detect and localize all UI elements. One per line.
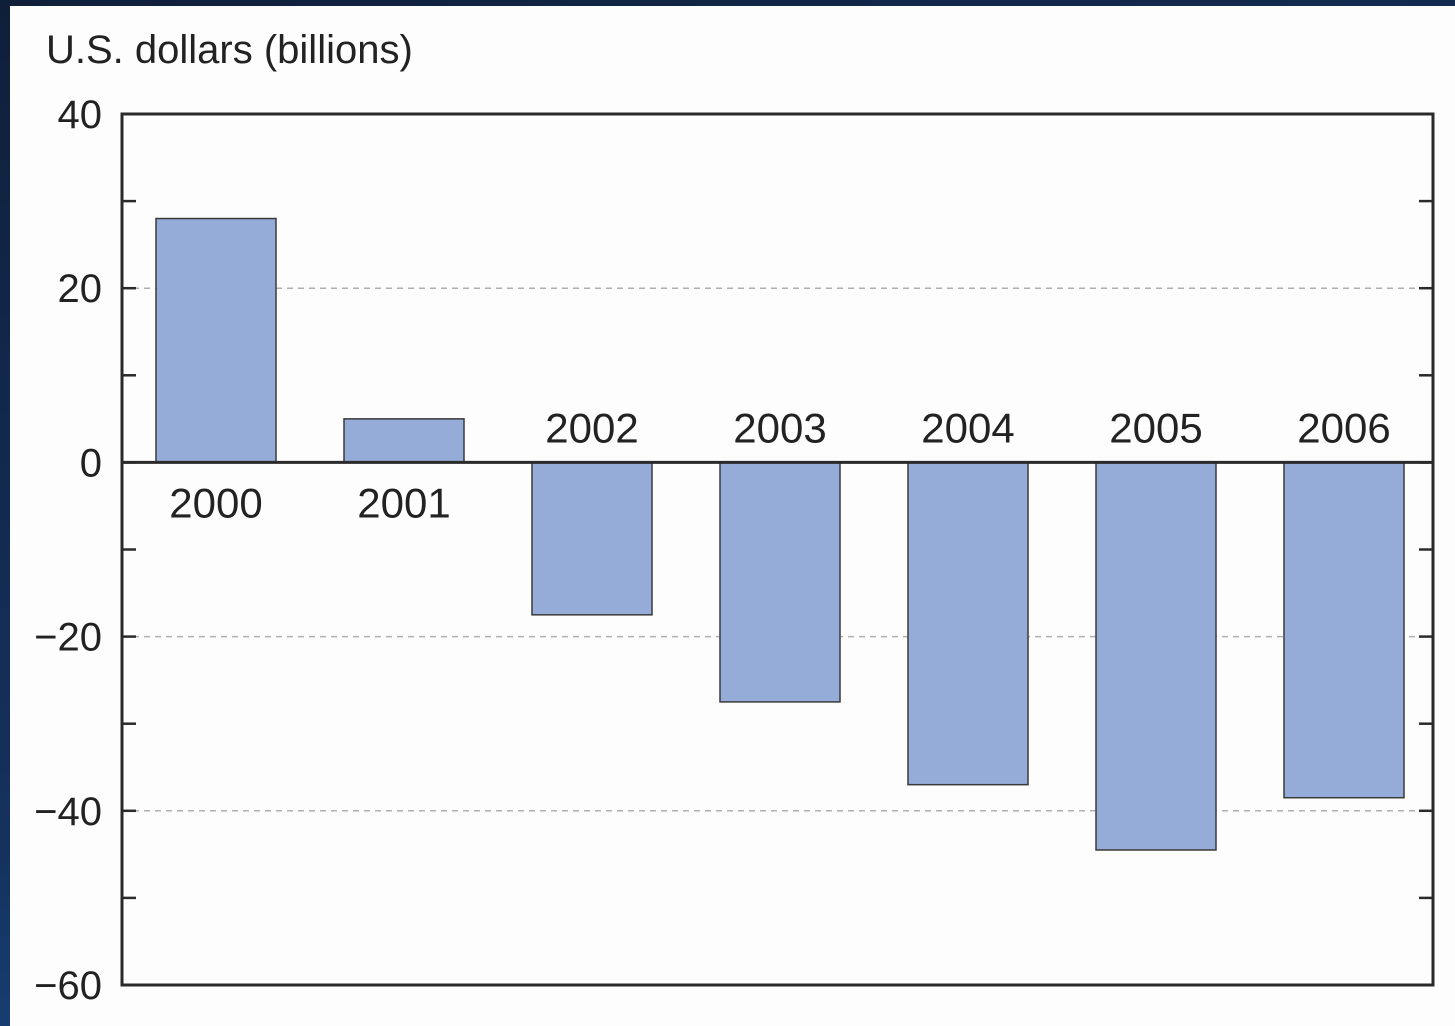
x-tick-label: 2006 bbox=[1297, 404, 1390, 451]
x-tick-label: 2002 bbox=[545, 404, 638, 451]
y-tick-label: −60 bbox=[34, 964, 102, 1008]
bar-2006 bbox=[1283, 461, 1405, 799]
bar-2004 bbox=[907, 461, 1029, 786]
x-tick-label: 2003 bbox=[733, 404, 826, 451]
x-tick-label: 2004 bbox=[921, 404, 1014, 451]
bar-2003 bbox=[719, 461, 841, 703]
y-tick-label: −40 bbox=[34, 790, 102, 834]
bar-2002 bbox=[531, 461, 653, 616]
bar-chart: U.S. dollars (billions) 40 20 0 −20 −40 −60 2… bbox=[34, 28, 1435, 1008]
x-tick-label: 2001 bbox=[357, 479, 450, 526]
y-tick-label: −20 bbox=[34, 616, 102, 660]
y-axis-label: U.S. dollars (billions) bbox=[46, 28, 413, 72]
plot-frame bbox=[120, 112, 1435, 987]
bar-2001 bbox=[343, 418, 465, 464]
x-tick-label: 2000 bbox=[169, 479, 262, 526]
bar-2000 bbox=[155, 217, 277, 464]
y-tick-label: 40 bbox=[58, 93, 103, 137]
x-tick-labels: 2000 2001 2002 2003 2004 2005 2006 bbox=[169, 404, 1390, 526]
bar-2005 bbox=[1095, 461, 1217, 851]
chart-panel: U.S. dollars (billions) 40 20 0 −20 −40 −60 2… bbox=[10, 6, 1455, 1026]
x-tick-label: 2005 bbox=[1109, 404, 1202, 451]
y-tick-label: 20 bbox=[58, 267, 103, 311]
y-tick-labels: 40 20 0 −20 −40 −60 bbox=[34, 93, 102, 1008]
y-tick-label: 0 bbox=[80, 441, 102, 485]
bars bbox=[155, 217, 1405, 851]
